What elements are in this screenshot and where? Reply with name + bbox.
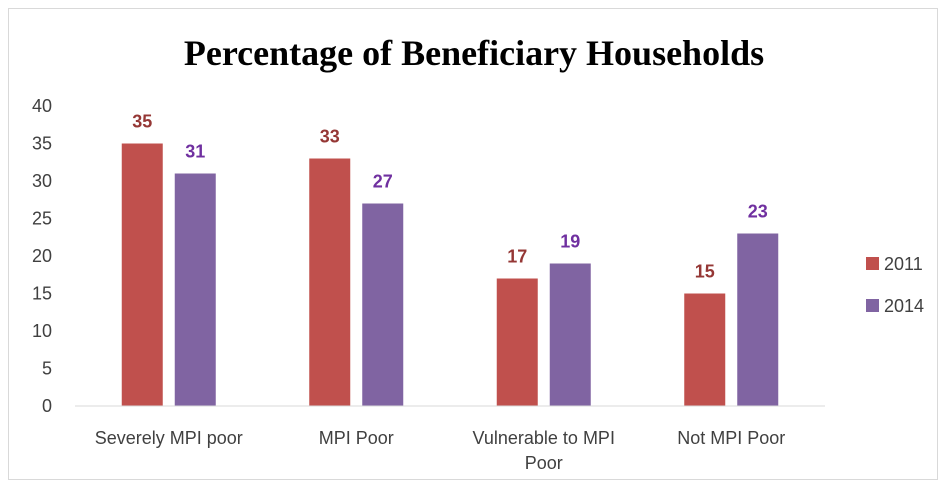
- data-label-2011-1: 35: [132, 112, 152, 132]
- legend-label-2014: 2014: [884, 296, 924, 316]
- y-tick-label: 40: [32, 96, 52, 116]
- bar-2011-1: [121, 143, 163, 406]
- y-tick-label: 30: [32, 171, 52, 191]
- x-category-label: Not MPI Poor: [677, 428, 785, 448]
- legend-swatch-2014: [866, 299, 879, 312]
- x-axis: Severely MPI poor MPI Poor Vulnerable to M…: [75, 405, 825, 473]
- bar-2014-1: [174, 173, 216, 406]
- y-tick-label: 20: [32, 246, 52, 266]
- bar-2011-2: [309, 158, 351, 406]
- data-label-2011-3: 17: [507, 247, 527, 267]
- chart-title: Percentage of Beneficiary Households: [183, 33, 765, 73]
- x-category-label: Vulnerable to MPI: [473, 428, 615, 448]
- legend-swatch-2011: [866, 257, 879, 270]
- data-label-2014-1: 31: [185, 142, 205, 162]
- y-tick-label: 25: [32, 209, 52, 229]
- data-labels-group: 35 31 33 27 17 19 15 23: [132, 112, 768, 282]
- legend-label-2011: 2011: [884, 254, 923, 274]
- y-tick-label: 10: [32, 321, 52, 341]
- bar-2014-3: [549, 263, 591, 406]
- data-label-2014-4: 23: [748, 202, 768, 222]
- bar-2014-4: [737, 233, 779, 406]
- bars-group: [121, 143, 779, 406]
- y-tick-label: 0: [42, 396, 52, 416]
- x-category-label: Poor: [525, 453, 563, 473]
- data-label-2011-2: 33: [320, 127, 340, 147]
- bar-2014-2: [362, 203, 404, 406]
- data-label-2014-2: 27: [373, 172, 393, 192]
- chart-frame: [8, 8, 938, 480]
- x-category-label: Severely MPI poor: [95, 428, 243, 448]
- y-axis: 0 5 10 15 20 25 30 35 40: [32, 96, 52, 416]
- bar-2011-3: [496, 278, 538, 406]
- data-label-2011-4: 15: [695, 262, 715, 282]
- x-category-label: MPI Poor: [319, 428, 394, 448]
- legend: 2011 2014: [866, 254, 924, 316]
- bar-2011-4: [684, 293, 726, 406]
- y-tick-label: 5: [42, 359, 52, 379]
- y-tick-label: 15: [32, 284, 52, 304]
- data-label-2014-3: 19: [560, 232, 580, 252]
- y-tick-label: 35: [32, 134, 52, 154]
